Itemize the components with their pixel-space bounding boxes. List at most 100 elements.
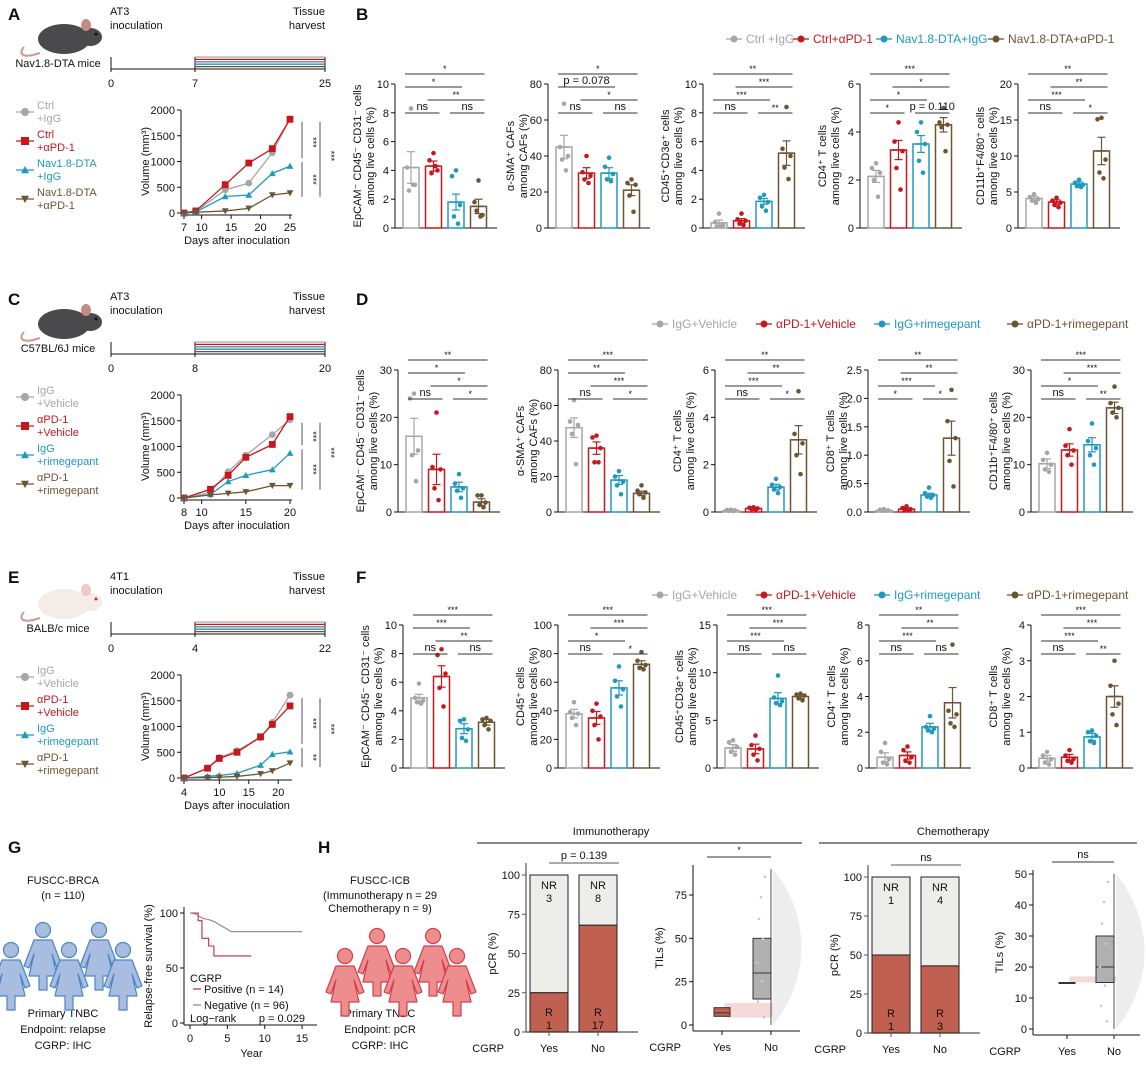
data-point	[604, 177, 610, 182]
data-point	[773, 700, 779, 706]
y-tick-label: 1500	[151, 416, 175, 428]
data-point	[757, 917, 761, 921]
bracket-label: ***	[904, 64, 915, 74]
data-point	[939, 124, 944, 130]
marker-triangle-down	[268, 482, 276, 490]
data-point	[635, 658, 640, 664]
r-label: R	[545, 1007, 553, 1019]
bracket-label: *	[1088, 103, 1092, 113]
legend-item: Ctrl+αPD-1	[16, 129, 75, 154]
box	[752, 937, 772, 1000]
x-axis-label: Year	[240, 1048, 263, 1060]
y-tick-label: 4	[703, 412, 709, 424]
timeline-tick-label: 0	[108, 643, 114, 655]
bar-group	[1105, 384, 1124, 513]
significance-bracket: p = 0.110	[910, 101, 955, 114]
data-point	[906, 507, 911, 513]
data-point	[879, 508, 885, 514]
y-tick-label: 0.0	[847, 507, 862, 519]
data-point	[580, 169, 585, 175]
y-tick-label: 15	[699, 620, 711, 632]
data-point	[753, 507, 758, 512]
y-tick-label: 0	[703, 507, 709, 519]
bracket-label: **	[1100, 644, 1108, 654]
data-point	[474, 208, 479, 214]
data-point	[909, 754, 914, 760]
bracket-label: ns	[935, 642, 947, 654]
data-point	[639, 649, 644, 655]
data-point	[945, 122, 950, 128]
legend-item: Ctrl+IgG	[16, 100, 61, 125]
significance-bracket: *	[870, 103, 905, 114]
data-point	[875, 194, 881, 200]
data-point	[432, 486, 437, 491]
y-tick-label: 0	[705, 763, 711, 775]
bar	[934, 124, 953, 229]
legend-label: IgG+rimegepant	[894, 317, 981, 331]
bracket-label: *	[596, 64, 600, 74]
data-point	[608, 178, 614, 184]
legend-item: IgG+rimegepant	[16, 723, 98, 748]
bracket-label: ***	[736, 90, 747, 100]
bar-group	[921, 713, 939, 769]
y-tick-label: 60	[540, 677, 552, 689]
bar-group	[767, 476, 785, 513]
panel-letter-A: A	[8, 5, 20, 24]
legend-label: αPD-1	[37, 694, 68, 706]
bracket-label: ***	[750, 631, 761, 641]
person-icon	[383, 947, 423, 1017]
data-point	[792, 431, 797, 437]
harvest-label: Tissue	[293, 6, 325, 18]
data-point	[771, 487, 777, 492]
y-axis-label: Relapse-free survival (%)	[143, 904, 155, 1027]
nr-label: NR	[541, 880, 557, 892]
person-head-icon	[336, 947, 354, 965]
nr-count: 1	[888, 895, 894, 907]
person-body-icon	[383, 965, 423, 1017]
r-label: R	[936, 1008, 944, 1020]
legend-item: αPD-1+Vehicle	[756, 317, 856, 331]
y-tick-label: 10	[685, 79, 697, 91]
marker-square	[245, 159, 253, 167]
y-tick-label: 10	[1000, 151, 1012, 163]
data-point	[1091, 740, 1097, 746]
bar-group	[1060, 747, 1079, 769]
bracket-label: **	[1064, 64, 1072, 74]
bar	[1105, 407, 1124, 513]
significance-bracket: ns	[405, 101, 440, 114]
legend-label: IgG	[37, 443, 55, 455]
bracket-label: ns	[461, 101, 473, 113]
data-point	[777, 702, 783, 708]
bracket-label: ***	[1064, 631, 1075, 641]
person-icon	[325, 947, 365, 1017]
bracket-label: **	[914, 350, 922, 360]
data-point	[631, 209, 636, 215]
data-point	[952, 724, 957, 730]
bracket-label: *	[919, 77, 923, 87]
data-point	[561, 101, 567, 107]
data-point	[610, 171, 616, 177]
data-point	[1044, 749, 1050, 755]
y-tick-label: 4	[691, 165, 697, 177]
significance-bracket: ns	[568, 642, 603, 655]
bar	[632, 663, 651, 769]
data-point	[563, 168, 569, 173]
x-tick-label: 15	[296, 1033, 308, 1045]
data-point	[461, 717, 467, 722]
data-point	[1035, 196, 1041, 202]
data-point	[779, 698, 785, 704]
bar-chart-B5: 0 5 10 15 20 CD11b⁺F4/80⁺ cells among live cel…	[975, 64, 1120, 235]
significance-label: ***	[326, 151, 336, 162]
data-point	[802, 693, 807, 698]
y-axis-label: among live cells (%)	[528, 647, 540, 745]
nr-label: NR	[883, 882, 899, 894]
person-head-icon	[90, 921, 108, 939]
bar-group	[1060, 426, 1079, 513]
data-point	[559, 157, 565, 162]
bar	[432, 675, 451, 769]
data-point	[594, 433, 599, 438]
x-tick-label: 8	[181, 507, 187, 519]
bracket-label: ns	[738, 642, 750, 654]
y-tick-label: 0	[169, 773, 175, 785]
